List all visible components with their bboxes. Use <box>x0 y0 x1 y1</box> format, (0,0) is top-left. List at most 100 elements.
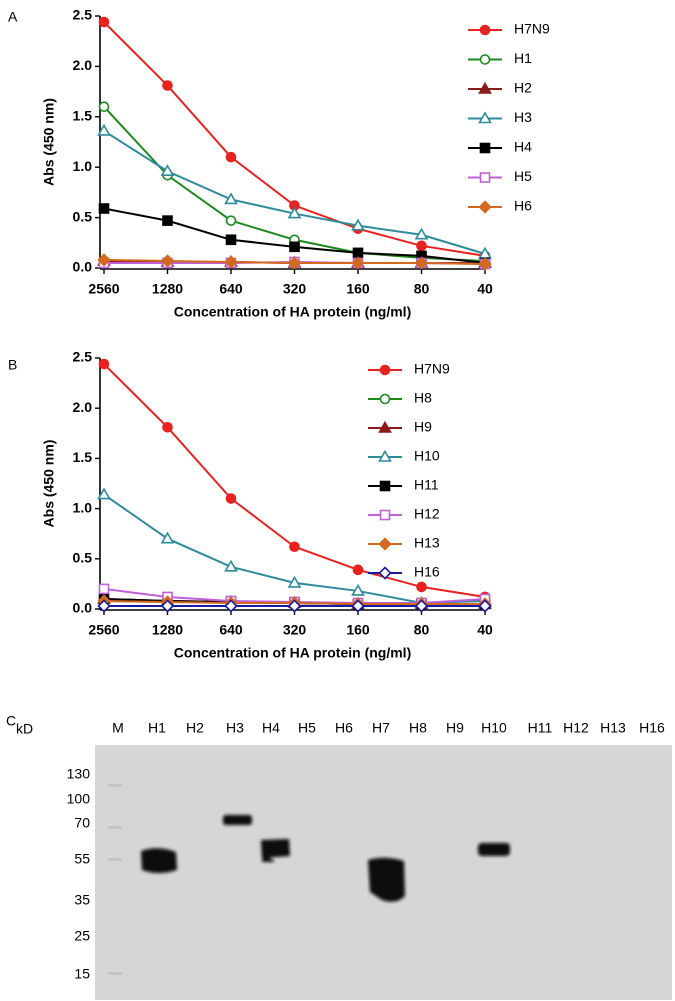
marker <box>287 599 302 613</box>
marker <box>224 559 238 572</box>
x-tick-label: 320 <box>283 281 307 297</box>
marker <box>414 227 429 240</box>
lane-label: H16 <box>639 720 665 736</box>
legend-marker <box>479 142 491 154</box>
marker <box>98 101 110 113</box>
ladder-smudge <box>108 826 122 829</box>
x-tick-label: 1280 <box>152 281 183 297</box>
lane-label: H11 <box>528 720 553 736</box>
lane-label: H2 <box>186 720 204 736</box>
legend-label: H1 <box>514 50 532 66</box>
legend-marker <box>478 111 492 124</box>
lane-label: H9 <box>446 720 464 736</box>
marker <box>351 256 365 270</box>
x-axis-title: Concentration of HA protein (ng/ml) <box>174 645 411 661</box>
ladder-label: 15 <box>74 966 90 982</box>
y-tick-label: 2.0 <box>73 57 93 73</box>
marker <box>225 234 237 246</box>
band <box>261 839 290 862</box>
panel-label: C <box>6 713 16 729</box>
lane-label: H7 <box>372 720 390 736</box>
marker <box>416 240 427 252</box>
marker <box>97 487 111 500</box>
panel-label: B <box>8 357 17 373</box>
x-tick-label: 40 <box>477 622 493 638</box>
legend-marker <box>379 509 391 521</box>
legend-label: H5 <box>514 168 532 184</box>
y-tick-label: 2.5 <box>73 349 93 365</box>
x-tick-label: 2560 <box>88 281 119 297</box>
marker <box>225 151 237 163</box>
legend-label: H8 <box>414 390 432 406</box>
x-axis-title: Concentration of HA protein (ng/ml) <box>174 304 411 320</box>
lane-label: M <box>112 720 124 736</box>
x-tick-label: 160 <box>346 281 370 297</box>
legend-marker <box>478 200 492 214</box>
marker <box>414 256 429 270</box>
marker <box>289 541 300 553</box>
x-tick-label: 2560 <box>88 622 119 638</box>
ladder-label: 70 <box>74 815 90 831</box>
band <box>478 843 510 856</box>
marker <box>414 599 429 613</box>
marker <box>351 583 365 596</box>
ladder-label: 130 <box>67 766 91 782</box>
marker <box>289 241 300 253</box>
marker <box>351 218 365 231</box>
marker <box>224 255 238 269</box>
y-axis-title: Abs (450 nm) <box>41 440 57 528</box>
y-tick-label: 0.5 <box>73 550 93 566</box>
legend-label: H6 <box>514 198 532 214</box>
legend-label: H2 <box>514 80 532 96</box>
marker <box>416 581 427 593</box>
legend-marker <box>479 54 491 65</box>
x-tick-label: 80 <box>414 622 430 638</box>
lane-label: H12 <box>563 720 589 736</box>
series-line <box>103 21 486 257</box>
legend-label: H13 <box>414 535 440 551</box>
y-tick-label: 1.0 <box>73 158 93 174</box>
lane-label: H5 <box>298 720 316 736</box>
lane-label: H4 <box>262 720 280 736</box>
panel-label: A <box>8 9 18 25</box>
marker <box>352 247 364 259</box>
ladder-smudges <box>108 784 122 975</box>
band <box>223 815 252 825</box>
marker <box>160 254 175 268</box>
unit-label: kD <box>16 721 33 737</box>
legend-marker <box>479 24 491 36</box>
legend-marker <box>378 537 392 551</box>
marker <box>98 358 110 370</box>
legend-marker <box>378 566 392 580</box>
lane-label: H10 <box>481 720 507 736</box>
ladder-label: 100 <box>67 791 91 807</box>
band <box>368 857 405 902</box>
ladder-smudge <box>108 972 122 975</box>
marker <box>287 575 302 588</box>
marker <box>98 583 110 595</box>
marker <box>160 164 175 177</box>
blot-bands <box>141 815 510 902</box>
marker <box>352 564 364 576</box>
marker <box>224 599 238 613</box>
marker <box>160 531 175 544</box>
ladder-smudge <box>108 784 122 787</box>
lane-label: H1 <box>148 720 166 736</box>
lane-label: H3 <box>226 720 244 736</box>
marker <box>478 257 492 271</box>
y-tick-label: 0.0 <box>73 600 93 616</box>
marker <box>97 599 111 613</box>
y-tick-label: 2.5 <box>73 7 93 23</box>
marker <box>478 599 492 613</box>
legend-marker <box>378 449 392 462</box>
lane-label: H13 <box>600 720 626 736</box>
legend-marker <box>378 420 392 433</box>
x-tick-label: 160 <box>346 622 370 638</box>
marker <box>224 192 238 205</box>
marker <box>287 256 302 270</box>
x-tick-label: 640 <box>219 281 243 297</box>
legend-label: H7N9 <box>514 21 550 37</box>
lane-label: H6 <box>335 720 353 736</box>
legend-label: H4 <box>514 139 532 155</box>
y-tick-label: 2.0 <box>73 399 93 415</box>
